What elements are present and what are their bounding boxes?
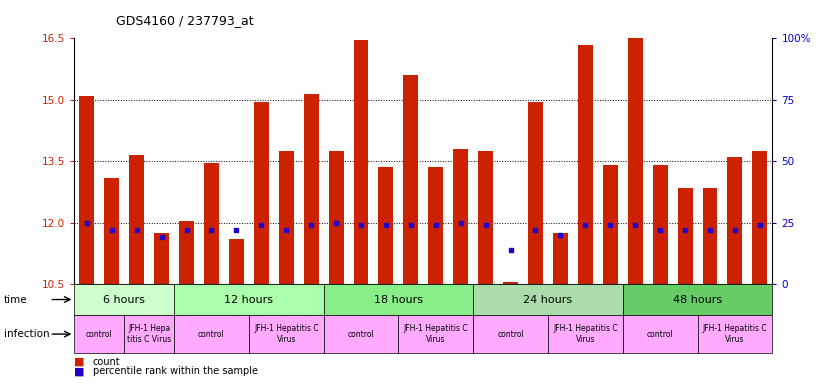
Text: infection: infection	[4, 329, 50, 339]
Bar	[104, 178, 119, 284]
Text: GDS4160 / 237793_at: GDS4160 / 237793_at	[116, 14, 254, 27]
Text: JFH-1 Hepatitis C
Virus: JFH-1 Hepatitis C Virus	[703, 324, 767, 344]
Bar	[653, 166, 667, 284]
Text: ■: ■	[74, 357, 85, 367]
Bar	[473, 284, 623, 315]
Text: 6 hours: 6 hours	[103, 295, 145, 305]
Text: JFH-1 Hepatitis C
Virus: JFH-1 Hepatitis C Virus	[254, 324, 319, 344]
Bar	[628, 38, 643, 284]
Bar	[677, 188, 692, 284]
Bar	[324, 284, 473, 315]
Bar	[728, 157, 743, 284]
Text: 48 hours: 48 hours	[673, 295, 722, 305]
Bar	[702, 188, 718, 284]
Text: control: control	[497, 329, 524, 339]
Bar	[254, 102, 268, 284]
Bar	[229, 239, 244, 284]
Text: JFH-1 Hepatitis C
Virus: JFH-1 Hepatitis C Virus	[403, 324, 468, 344]
Text: control: control	[647, 329, 673, 339]
Bar	[129, 155, 145, 284]
Text: ■: ■	[74, 366, 85, 376]
Bar	[174, 315, 249, 353]
Bar	[329, 151, 344, 284]
Bar	[204, 163, 219, 284]
Bar	[503, 282, 518, 284]
Bar	[623, 284, 772, 315]
Bar	[578, 45, 593, 284]
Text: 24 hours: 24 hours	[524, 295, 572, 305]
Bar	[478, 151, 493, 284]
Bar	[697, 315, 772, 353]
Text: control: control	[86, 329, 112, 339]
Bar	[553, 233, 568, 284]
Bar	[752, 151, 767, 284]
Bar	[548, 315, 623, 353]
Text: count: count	[93, 357, 120, 367]
Bar	[603, 166, 618, 284]
Bar	[304, 94, 319, 284]
Bar	[354, 40, 368, 284]
Text: JFH-1 Hepa
titis C Virus: JFH-1 Hepa titis C Virus	[127, 324, 171, 344]
Bar	[124, 315, 174, 353]
Bar	[249, 315, 324, 353]
Bar	[378, 167, 393, 284]
Bar	[74, 315, 124, 353]
Text: 18 hours: 18 hours	[374, 295, 423, 305]
Bar	[324, 315, 398, 353]
Bar	[403, 75, 418, 284]
Text: 12 hours: 12 hours	[225, 295, 273, 305]
Text: time: time	[4, 295, 28, 305]
Bar	[453, 149, 468, 284]
Bar	[528, 102, 543, 284]
Bar	[473, 315, 548, 353]
Bar	[623, 315, 697, 353]
Bar	[278, 151, 294, 284]
Bar	[429, 167, 444, 284]
Bar	[398, 315, 473, 353]
Bar	[179, 221, 194, 284]
Bar	[154, 233, 169, 284]
Bar	[174, 284, 324, 315]
Bar	[74, 284, 174, 315]
Text: control: control	[348, 329, 374, 339]
Text: percentile rank within the sample: percentile rank within the sample	[93, 366, 258, 376]
Text: control: control	[198, 329, 225, 339]
Text: JFH-1 Hepatitis C
Virus: JFH-1 Hepatitis C Virus	[553, 324, 618, 344]
Bar	[79, 96, 94, 284]
